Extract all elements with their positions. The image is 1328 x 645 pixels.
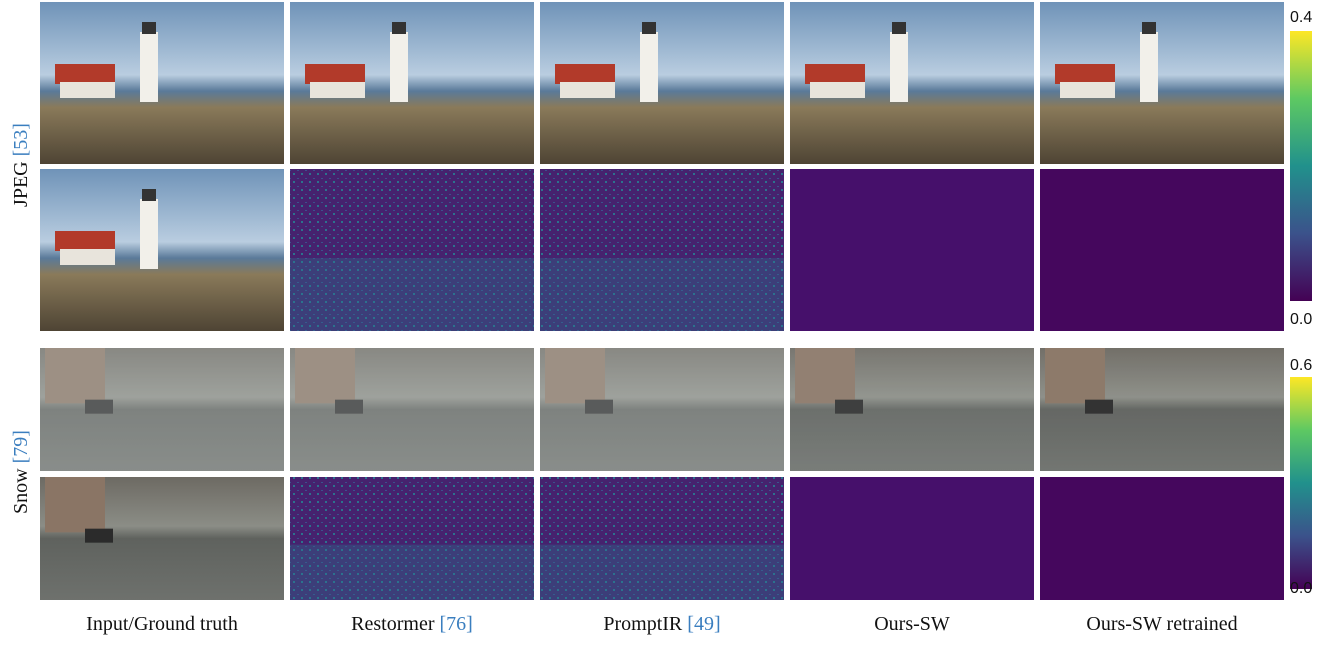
snow-overlay [540, 348, 784, 471]
house-roof [55, 64, 115, 84]
house [1060, 82, 1115, 98]
column-label: PromptIR[49] [603, 613, 720, 635]
house-roof [55, 231, 115, 251]
lighthouse-top [392, 22, 406, 34]
error-map [290, 477, 534, 600]
lighthouse-top [1142, 22, 1156, 34]
photo [1040, 2, 1284, 164]
column-label: Input/Ground truth [86, 613, 238, 635]
error-highlight [540, 545, 784, 600]
error-map [1040, 477, 1284, 600]
column-name: Input/Ground truth [86, 613, 238, 635]
error-background [790, 477, 1034, 600]
error-map [290, 169, 534, 331]
house-roof [555, 64, 615, 84]
column-ref: [49] [687, 613, 720, 635]
house [60, 249, 115, 265]
car [85, 529, 113, 543]
error-map [540, 477, 784, 600]
colorbar-min: 0.0 [1290, 580, 1312, 597]
snow-overlay [40, 348, 284, 471]
row-label: Snow[79] [10, 430, 32, 514]
colorbar [1290, 377, 1312, 589]
lighthouse-top [642, 22, 656, 34]
photo [790, 2, 1034, 164]
photo [40, 348, 284, 471]
error-map [790, 477, 1034, 600]
column-name: Ours-SW [874, 613, 950, 635]
image-grid [40, 2, 1284, 600]
lighthouse [140, 32, 158, 102]
colorbar [1290, 31, 1312, 301]
photo [790, 348, 1034, 471]
error-background [790, 169, 1034, 331]
column-name: PromptIR [603, 613, 683, 635]
error-highlight [540, 258, 784, 331]
house [310, 82, 365, 98]
lighthouse-top [892, 22, 906, 34]
photo [40, 477, 284, 600]
error-map [1040, 169, 1284, 331]
error-map [790, 169, 1034, 331]
snow-overlay [1040, 348, 1284, 471]
page: body { margin: 0; background: #fff; font… [0, 0, 1328, 645]
lighthouse [640, 32, 658, 102]
colorbar-max: 0.4 [1290, 9, 1312, 26]
column-ref: [76] [439, 613, 472, 635]
building [45, 477, 105, 532]
lighthouse [1140, 32, 1158, 102]
photo [540, 348, 784, 471]
house-roof [1055, 64, 1115, 84]
house [60, 82, 115, 98]
column-name: Ours-SW retrained [1086, 613, 1237, 635]
house-roof [305, 64, 365, 84]
photo [40, 2, 284, 164]
lighthouse-top [142, 22, 156, 34]
error-highlight [290, 545, 534, 600]
house-roof [805, 64, 865, 84]
colorbar-max: 0.6 [1290, 357, 1312, 374]
photo [290, 2, 534, 164]
figure: JPEG[53] Snow[79] 0.4 0.0 0.6 0.0 Input/… [0, 0, 1328, 640]
lighthouse [140, 199, 158, 269]
colorbar-min: 0.0 [1290, 311, 1312, 328]
lighthouse [890, 32, 908, 102]
error-map [540, 169, 784, 331]
photo [40, 169, 284, 331]
photo [540, 2, 784, 164]
snow-overlay [290, 348, 534, 471]
column-label: Ours-SW [874, 613, 950, 635]
house [560, 82, 615, 98]
column-name: Restormer [351, 613, 435, 635]
body: {"columns":[{"label":"Input/Ground truth… [0, 0, 1328, 645]
error-overlay [1040, 169, 1284, 331]
row-label: JPEG[53] [10, 123, 32, 207]
lighthouse-top [142, 189, 156, 201]
error-highlight [290, 258, 534, 331]
photo [1040, 348, 1284, 471]
photo [290, 348, 534, 471]
house [810, 82, 865, 98]
column-label: Restormer[76] [351, 613, 473, 635]
snow-overlay [790, 348, 1034, 471]
lighthouse [390, 32, 408, 102]
column-label: Ours-SW retrained [1086, 613, 1237, 635]
error-overlay [1040, 477, 1284, 600]
